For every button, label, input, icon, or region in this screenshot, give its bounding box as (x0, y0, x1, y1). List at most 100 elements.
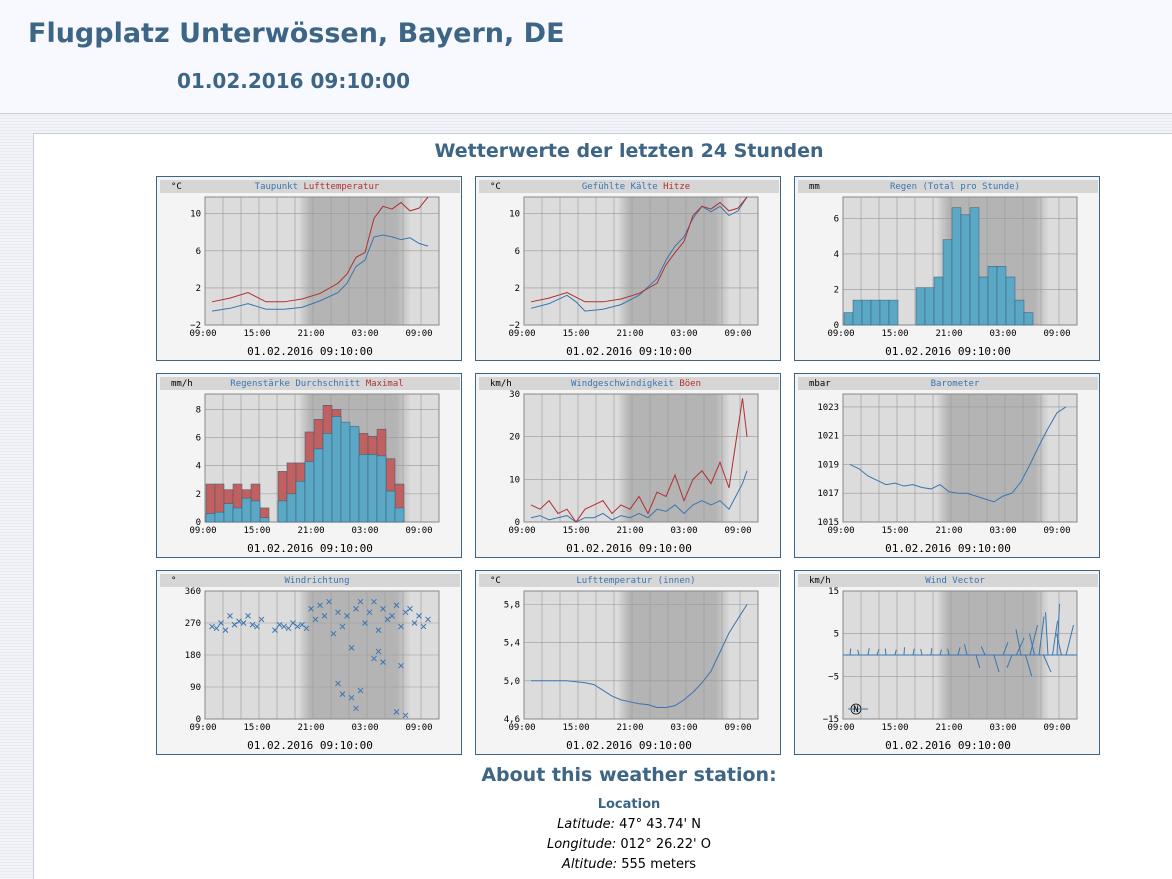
night-shading (937, 394, 1048, 522)
y-tick-label: 180 (185, 651, 201, 661)
chart-panel-wind-vector[interactable]: km/h Wind Vector −15 −5 5 15 09:00 15:00 21:00 03… (794, 570, 1100, 755)
wind-vector (1043, 654, 1052, 673)
series-line (849, 406, 1067, 503)
x-tick-label: 09:00 (508, 723, 535, 733)
wind-vector (957, 647, 961, 656)
scatter-point (416, 613, 422, 619)
y-tick-label: 1023 (817, 403, 839, 413)
bar (349, 426, 360, 523)
night-shading (299, 197, 410, 325)
scatter-point (393, 602, 400, 609)
scatter-point (326, 598, 332, 605)
x-tick-label: 15:00 (243, 329, 270, 339)
chart-panel-rain-hourly[interactable]: mm Regen (Total pro Stunde) 0 2 4 6 09:00 15:00… (794, 176, 1100, 361)
y-tick-label: 15 (828, 587, 839, 597)
plot-frame (523, 590, 759, 720)
y-tick-label: 5,8 (504, 600, 520, 610)
scatter-point (249, 621, 256, 628)
y-tick-label: −2 (190, 321, 201, 331)
chart-title-part: Lufttemperatur (298, 182, 380, 192)
wind-vector (993, 654, 1000, 673)
chart-panel-barometer[interactable]: mbar Barometer 1015 1017 1019 1021 1023 09:00 15… (794, 373, 1100, 558)
x-tick-label: 09:00 (724, 723, 751, 733)
y-tick-label: 6 (196, 247, 201, 257)
series-line (530, 398, 748, 523)
scatter-point (384, 616, 391, 623)
wind-vector (857, 649, 860, 656)
chart-svg: °C Gefühlte Kälte Hitze −2 2 6 10 09:00 15:00 21… (479, 180, 779, 358)
scatter-point (389, 613, 395, 619)
scatter-point (357, 687, 364, 694)
series-line (531, 604, 748, 709)
y-tick-label: 1017 (817, 489, 839, 499)
scatter-point (380, 659, 386, 665)
scatter-point (290, 620, 296, 626)
chart-panel-indoor-temperature[interactable]: °C Lufttemperatur (innen) 4,6 5,0 5,4 5,8 09:0… (475, 570, 781, 755)
x-tick-label: 09:00 (508, 526, 535, 536)
x-tick-label: 21:00 (297, 723, 324, 733)
chart-panel-windchill-heat[interactable]: °C Gefühlte Kälte Hitze −2 2 6 10 09:00 15:00 21… (475, 176, 781, 361)
chart-title-bar (798, 574, 1098, 587)
wind-vector (1052, 620, 1058, 656)
bar (1014, 299, 1025, 326)
altitude-label: Altitude: (561, 857, 618, 872)
scatter-point (420, 623, 427, 630)
scatter-point (344, 613, 350, 619)
bar (987, 266, 998, 326)
y-tick-label: 6 (515, 247, 520, 257)
scatter-point (231, 621, 238, 628)
wind-vector (1006, 654, 1013, 668)
chart-title: Gefühlte Kälte Hitze (582, 182, 690, 192)
chart-footer-date: 01.02.2016 09:10:00 (885, 345, 1011, 358)
chart-title: Windrichtung (284, 576, 349, 586)
chart-svg: °C Lufttemperatur (innen) 4,6 5,0 5,4 5,8 09:0… (479, 574, 779, 752)
scatter-point (353, 605, 359, 612)
y-tick-label: 8 (196, 405, 201, 415)
wind-vector (867, 648, 870, 656)
scatter-point (362, 620, 368, 626)
scatter-point (393, 709, 400, 715)
x-tick-label: 15:00 (562, 329, 589, 339)
chart-panel-rain-rate[interactable]: mm/h Regenstärke Durchschnitt Maximal 0 2 4 6… (156, 373, 462, 558)
y-tick-label: 20 (509, 433, 520, 443)
chart-title-bar (479, 574, 779, 587)
chart-panel-wind-direction[interactable]: ° Windrichtung 0 90 180 270 360 09:00 15:00 21:00… (156, 570, 462, 755)
y-tick-label: 1015 (817, 518, 839, 528)
y-tick-label: 2 (196, 490, 201, 500)
y-tick-label: 1021 (817, 432, 839, 442)
x-tick-label: 09:00 (1043, 723, 1070, 733)
x-tick-label: 09:00 (1043, 526, 1070, 536)
latitude-label: Latitude: (557, 817, 615, 832)
bar (1023, 312, 1034, 326)
wind-vector (920, 648, 923, 656)
series-line (530, 196, 748, 312)
wind-vector (1056, 633, 1062, 656)
y-tick-label: 5,0 (504, 677, 520, 687)
x-tick-label: 03:00 (351, 526, 378, 536)
bar (960, 214, 971, 326)
wind-vector (1065, 625, 1074, 656)
scatter-point (339, 623, 346, 630)
scatter-point (240, 620, 247, 626)
wind-vector (1025, 654, 1033, 677)
wind-vector (975, 654, 981, 668)
chart-title: Windgeschwindigkeit Böen (571, 379, 701, 389)
chart-footer-date: 01.02.2016 09:10:00 (247, 345, 373, 358)
bar (340, 421, 351, 523)
chart-unit-label: °C (490, 576, 501, 586)
x-tick-label: 15:00 (243, 526, 270, 536)
scatter-point (330, 630, 337, 637)
about-title: About this weather station: (481, 764, 777, 786)
y-tick-label: 5,4 (504, 639, 520, 649)
chart-panel-wind-speed[interactable]: km/h Windgeschwindigkeit Böen 0 10 20 30 09:00… (475, 373, 781, 558)
x-tick-label: 21:00 (297, 329, 324, 339)
scatter-point (276, 621, 283, 628)
wind-vector (1038, 616, 1045, 656)
chart-svg: ° Windrichtung 0 90 180 270 360 09:00 15:00 21:00… (160, 574, 460, 752)
chart-panel-dewpoint-temperature[interactable]: °C Taupunkt Lufttemperatur −2 2 6 10 09:00 15:0… (156, 176, 462, 361)
bar (394, 507, 405, 523)
x-tick-label: 15:00 (881, 329, 908, 339)
bar (879, 299, 890, 326)
plot-frame (523, 196, 759, 326)
wind-vector (912, 648, 915, 656)
